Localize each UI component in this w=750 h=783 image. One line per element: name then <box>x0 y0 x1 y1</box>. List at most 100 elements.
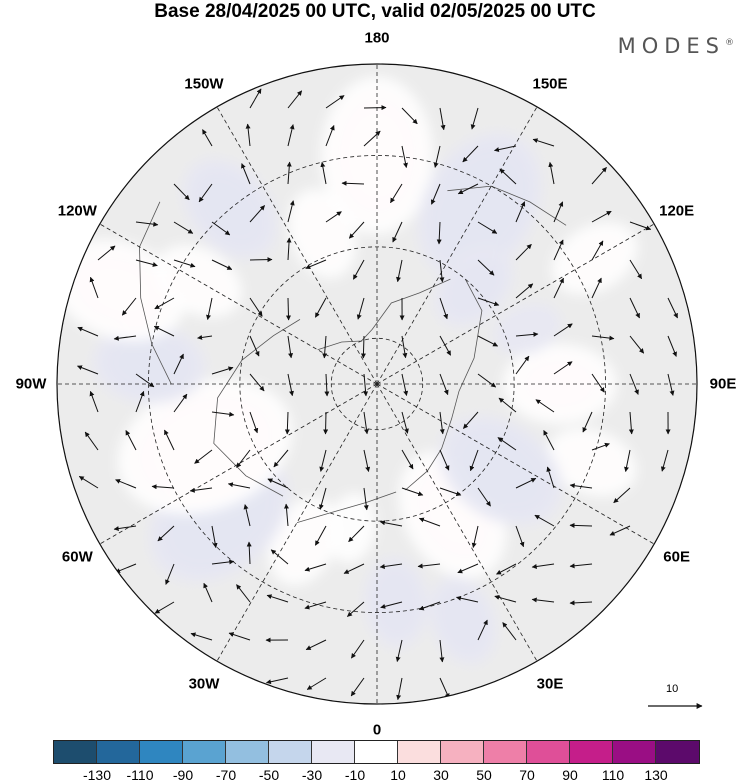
wind-vector <box>211 366 234 375</box>
wind-vector <box>173 221 194 234</box>
wind-vector <box>363 411 369 435</box>
colorbar-segment <box>183 741 226 763</box>
wind-vector <box>249 88 262 109</box>
wind-vector <box>591 277 602 299</box>
wind-vector <box>314 297 327 318</box>
wind-vector <box>241 163 251 185</box>
colorbar-tick-label: -50 <box>258 767 280 783</box>
lon-60w-label: 60W <box>61 548 93 566</box>
wind-vector <box>243 504 251 527</box>
wind-vector <box>236 584 251 603</box>
wind-vector <box>401 107 418 125</box>
wind-vector <box>401 411 409 434</box>
wind-vector <box>348 525 365 543</box>
wind-vector <box>470 107 479 130</box>
wind-vector <box>363 487 369 511</box>
wind-vector <box>433 145 441 168</box>
wind-vector <box>249 335 260 357</box>
lon-150w-label: 150W <box>184 75 224 93</box>
lon-30e-label: 30E <box>536 675 564 693</box>
wind-vector <box>515 331 539 337</box>
wind-vector <box>497 437 517 451</box>
wind-vector <box>629 373 639 395</box>
wind-vector <box>249 257 273 263</box>
wind-vector <box>499 168 517 185</box>
lon-90e-label: 90E <box>709 375 737 393</box>
wind-vector <box>154 601 175 614</box>
wind-vector <box>286 161 292 185</box>
anomaly-center <box>429 575 497 665</box>
wind-vector <box>629 335 645 354</box>
wind-vector <box>285 297 291 321</box>
meridian-line <box>216 383 378 662</box>
wind-vector <box>246 541 252 565</box>
lon-150e-label: 150E <box>532 75 568 93</box>
colorbar-tick-label: 90 <box>562 767 578 783</box>
wind-vector <box>77 326 99 337</box>
wind-vector <box>439 449 450 471</box>
wind-vector <box>211 559 235 565</box>
anomaly-center <box>551 222 638 295</box>
wind-vector <box>197 334 213 340</box>
wind-vector <box>569 563 593 569</box>
wind-vector <box>553 323 573 337</box>
wind-vector <box>439 335 452 356</box>
wind-vector <box>629 221 652 231</box>
lon-90w-label: 90W <box>15 375 47 393</box>
wind-vector <box>206 297 213 320</box>
meridian-line <box>376 383 655 545</box>
colorbar-tick-label: 30 <box>433 767 449 783</box>
wind-vector <box>629 259 643 280</box>
wind-vector <box>628 411 634 435</box>
wind-vector <box>457 183 479 195</box>
wind-vector <box>531 563 555 569</box>
wind-vector <box>591 210 612 223</box>
wind-vector <box>360 335 366 359</box>
wind-vector <box>553 201 564 223</box>
wind-vector <box>267 478 289 489</box>
wind-vector <box>379 563 403 569</box>
wind-vector <box>546 466 555 489</box>
wind-vector <box>348 221 365 239</box>
wind-vector <box>379 520 403 527</box>
meridian-line <box>376 223 655 385</box>
wind-vector <box>439 297 449 320</box>
wind-vector <box>283 503 289 527</box>
wind-vector <box>314 525 327 546</box>
wind-vector <box>477 619 488 641</box>
lon-0-label: 0 <box>372 721 382 739</box>
wind-vector <box>591 373 605 393</box>
wind-vector <box>273 449 289 468</box>
wind-vector <box>477 335 499 347</box>
wind-vector <box>439 411 445 435</box>
wind-vector <box>89 390 99 413</box>
wind-vector <box>125 430 137 451</box>
colorbar-segment <box>312 741 355 763</box>
colorbar-tick-label: 10 <box>390 767 406 783</box>
wind-vector <box>609 525 631 536</box>
wind-vector <box>591 167 607 185</box>
wind-vector <box>591 442 610 451</box>
colorbar-tick-label: 110 <box>601 767 625 783</box>
wind-vector <box>494 594 517 603</box>
wind-vector <box>396 259 403 283</box>
colorbar-segment <box>140 741 183 763</box>
wind-vector <box>350 639 365 659</box>
wind-vector <box>439 639 445 663</box>
wind-vector <box>350 677 365 697</box>
wind-vector <box>323 411 329 435</box>
wind-vector <box>401 449 414 470</box>
colorbar-segment <box>527 741 570 763</box>
colorbar-segment <box>226 741 269 763</box>
wind-vector <box>173 259 196 268</box>
wind-vector <box>553 239 564 261</box>
wind-vector <box>569 483 593 489</box>
colorbar-segment <box>441 741 484 763</box>
wind-vector <box>439 259 445 283</box>
wind-vector <box>203 582 213 603</box>
wind-vector <box>395 639 403 662</box>
wind-vector <box>325 125 335 147</box>
wind-vector <box>496 563 517 575</box>
wind-vector <box>211 221 231 236</box>
